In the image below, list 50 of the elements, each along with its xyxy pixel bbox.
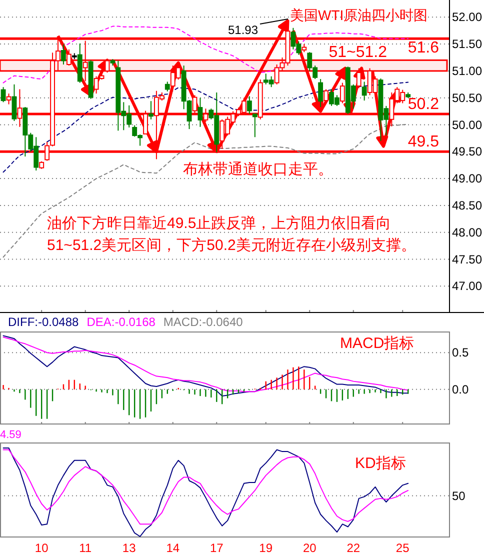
y-tick-label: 49.50 — [452, 144, 482, 159]
annotation: 油价下方昨日靠近49.5止跌反弹，上方阻力依旧看向 — [47, 215, 392, 232]
x-tick-label: 22 — [346, 541, 360, 554]
y-tick-label: 0.5 — [452, 346, 470, 360]
candlestick — [164, 81, 170, 92]
band-label: 51~51.2 — [328, 44, 388, 62]
candlestick — [252, 113, 258, 138]
candlestick — [6, 93, 12, 105]
y-tick-label: 0.0 — [452, 382, 470, 396]
ref-line-label: 51.6 — [408, 40, 440, 57]
x-tick-label: 13 — [122, 541, 136, 554]
annotation: 50 — [452, 489, 466, 503]
y-tick-label: 50.00 — [452, 118, 482, 132]
x-tick-label: 17 — [210, 541, 224, 554]
y-tick-label: 51.50 — [452, 37, 482, 52]
x-tick-label: 25 — [396, 541, 410, 554]
y-tick-label: 51.00 — [452, 64, 482, 78]
annotation: 51~51.2美元区间，下方50.2美元附近存在小级别支撑。 — [47, 237, 416, 254]
candlestick — [246, 96, 252, 114]
x-tick-label: 10 — [34, 541, 49, 554]
series-label: DEA:-0.0168 — [86, 315, 156, 329]
candlestick — [362, 81, 367, 102]
annotation: 布林带通道收口走平。 — [183, 161, 333, 178]
x-tick-label: 11 — [79, 541, 92, 554]
candlestick — [198, 97, 203, 128]
y-tick-label: 49.00 — [452, 172, 482, 186]
candlestick — [148, 100, 154, 120]
y-tick-label: 52.00 — [452, 10, 482, 24]
y-tick-label: 48.50 — [452, 198, 482, 212]
candlestick — [318, 78, 324, 108]
candlestick — [61, 44, 66, 65]
y-tick-label: 50.50 — [452, 90, 482, 105]
text: 美国WTI原油四小时图 — [290, 7, 428, 23]
text: KD指标 — [355, 455, 406, 472]
candlestick — [66, 48, 72, 66]
x-tick-label: 20 — [302, 541, 317, 554]
chart-title: MACD指标 — [340, 335, 414, 352]
ref-line-label: 49.5 — [408, 134, 440, 151]
series-label: DIFF:-0.0488 — [8, 315, 80, 329]
x-tick-label: 14 — [166, 541, 180, 554]
y-tick-label: 48.00 — [452, 225, 482, 240]
x-tick-label: 19 — [259, 541, 273, 554]
ref-line-label: 50.2 — [408, 96, 440, 113]
y-tick-label: 47.00 — [452, 279, 482, 294]
annotation: MACD:-0.0640 — [163, 315, 243, 329]
annotation: 4.59 — [0, 429, 22, 441]
y-tick-label: 47.50 — [452, 252, 482, 266]
candlestick — [0, 86, 6, 103]
annotation: 51.93 — [228, 23, 258, 37]
candlestick — [12, 84, 17, 122]
